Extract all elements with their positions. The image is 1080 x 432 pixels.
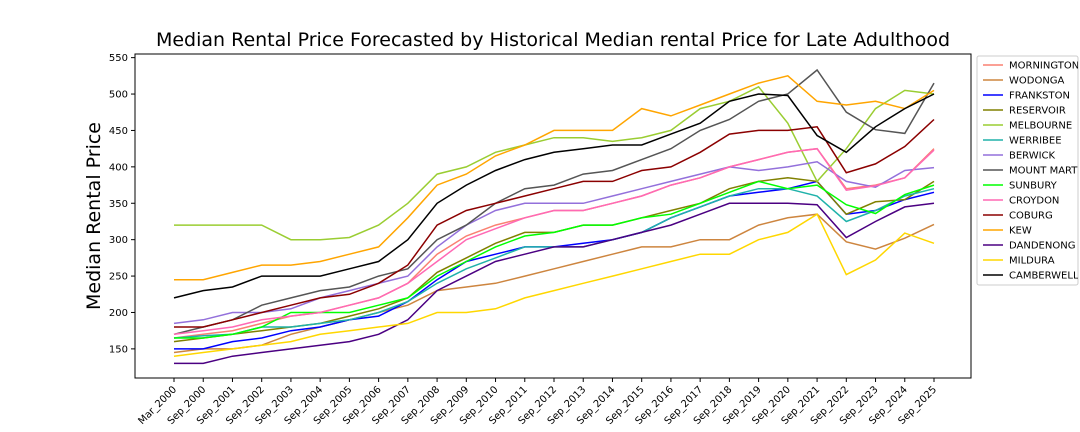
y-tick-label: 500 [109,90,128,101]
legend-label: SUNBURY [1009,181,1058,192]
legend-label: COBURG [1009,211,1053,222]
y-tick-label: 450 [109,126,128,137]
series-line-kew [174,74,935,281]
legend-label: RESERVOIR [1009,106,1066,117]
series-line-mildura [173,213,935,357]
legend-entries: MORNINGTON WODONGA FRANKSTON RESERVOIR MELBO… [983,61,1080,282]
y-axis: 150 200 250 300 350 400 450 500 550 [109,53,135,355]
legend-label: FRANKSTON [1009,91,1070,102]
chart-title: Median Rental Price Forecasted by Histor… [156,29,950,51]
y-tick-label: 350 [109,199,128,210]
legend-label: KEW [1009,226,1032,237]
legend-label: MORNINGTON [1009,61,1079,72]
legend-label: CAMBERWELL [1009,271,1079,282]
series-line-croydon [173,147,935,336]
legend-label: MILDURA [1009,256,1055,267]
series-line-dandenong [174,202,935,365]
legend-label: BERWICK [1009,151,1056,162]
y-tick-label: 150 [109,344,128,355]
series-line-berwick [173,161,935,325]
y-tick-label: 250 [109,272,128,283]
series-line-melbourne [174,85,935,241]
series-line-wodonga [173,213,935,354]
y-tick-label: 300 [109,235,128,246]
y-tick-label: 400 [109,162,128,173]
legend-frame [976,55,1079,286]
legend-label: DANDENONG [1009,241,1075,252]
legend-label: MELBOURNE [1009,121,1072,132]
series-line-sunbury [174,180,935,339]
series-lines [173,68,935,365]
legend-label: MOUNT MARTHA [1009,166,1080,177]
x-axis: Mar_2000Sep_2000Sep_2001Sep_2002Sep_2003… [136,378,939,427]
series-line-camberwell [173,93,935,299]
y-tick-label: 200 [109,308,128,319]
plot-area [134,53,972,379]
series-line-coburg [174,118,935,328]
y-axis-label: Median Rental Price [83,122,105,310]
legend-label: WODONGA [1009,76,1065,87]
legend: MORNINGTON WODONGA FRANKSTON RESERVOIR MELBO… [976,55,1080,286]
legend-label: CROYDON [1009,196,1059,207]
series-line-mount-martha [173,68,935,336]
legend-label: WERRIBEE [1009,136,1062,147]
y-tick-label: 550 [109,53,128,64]
